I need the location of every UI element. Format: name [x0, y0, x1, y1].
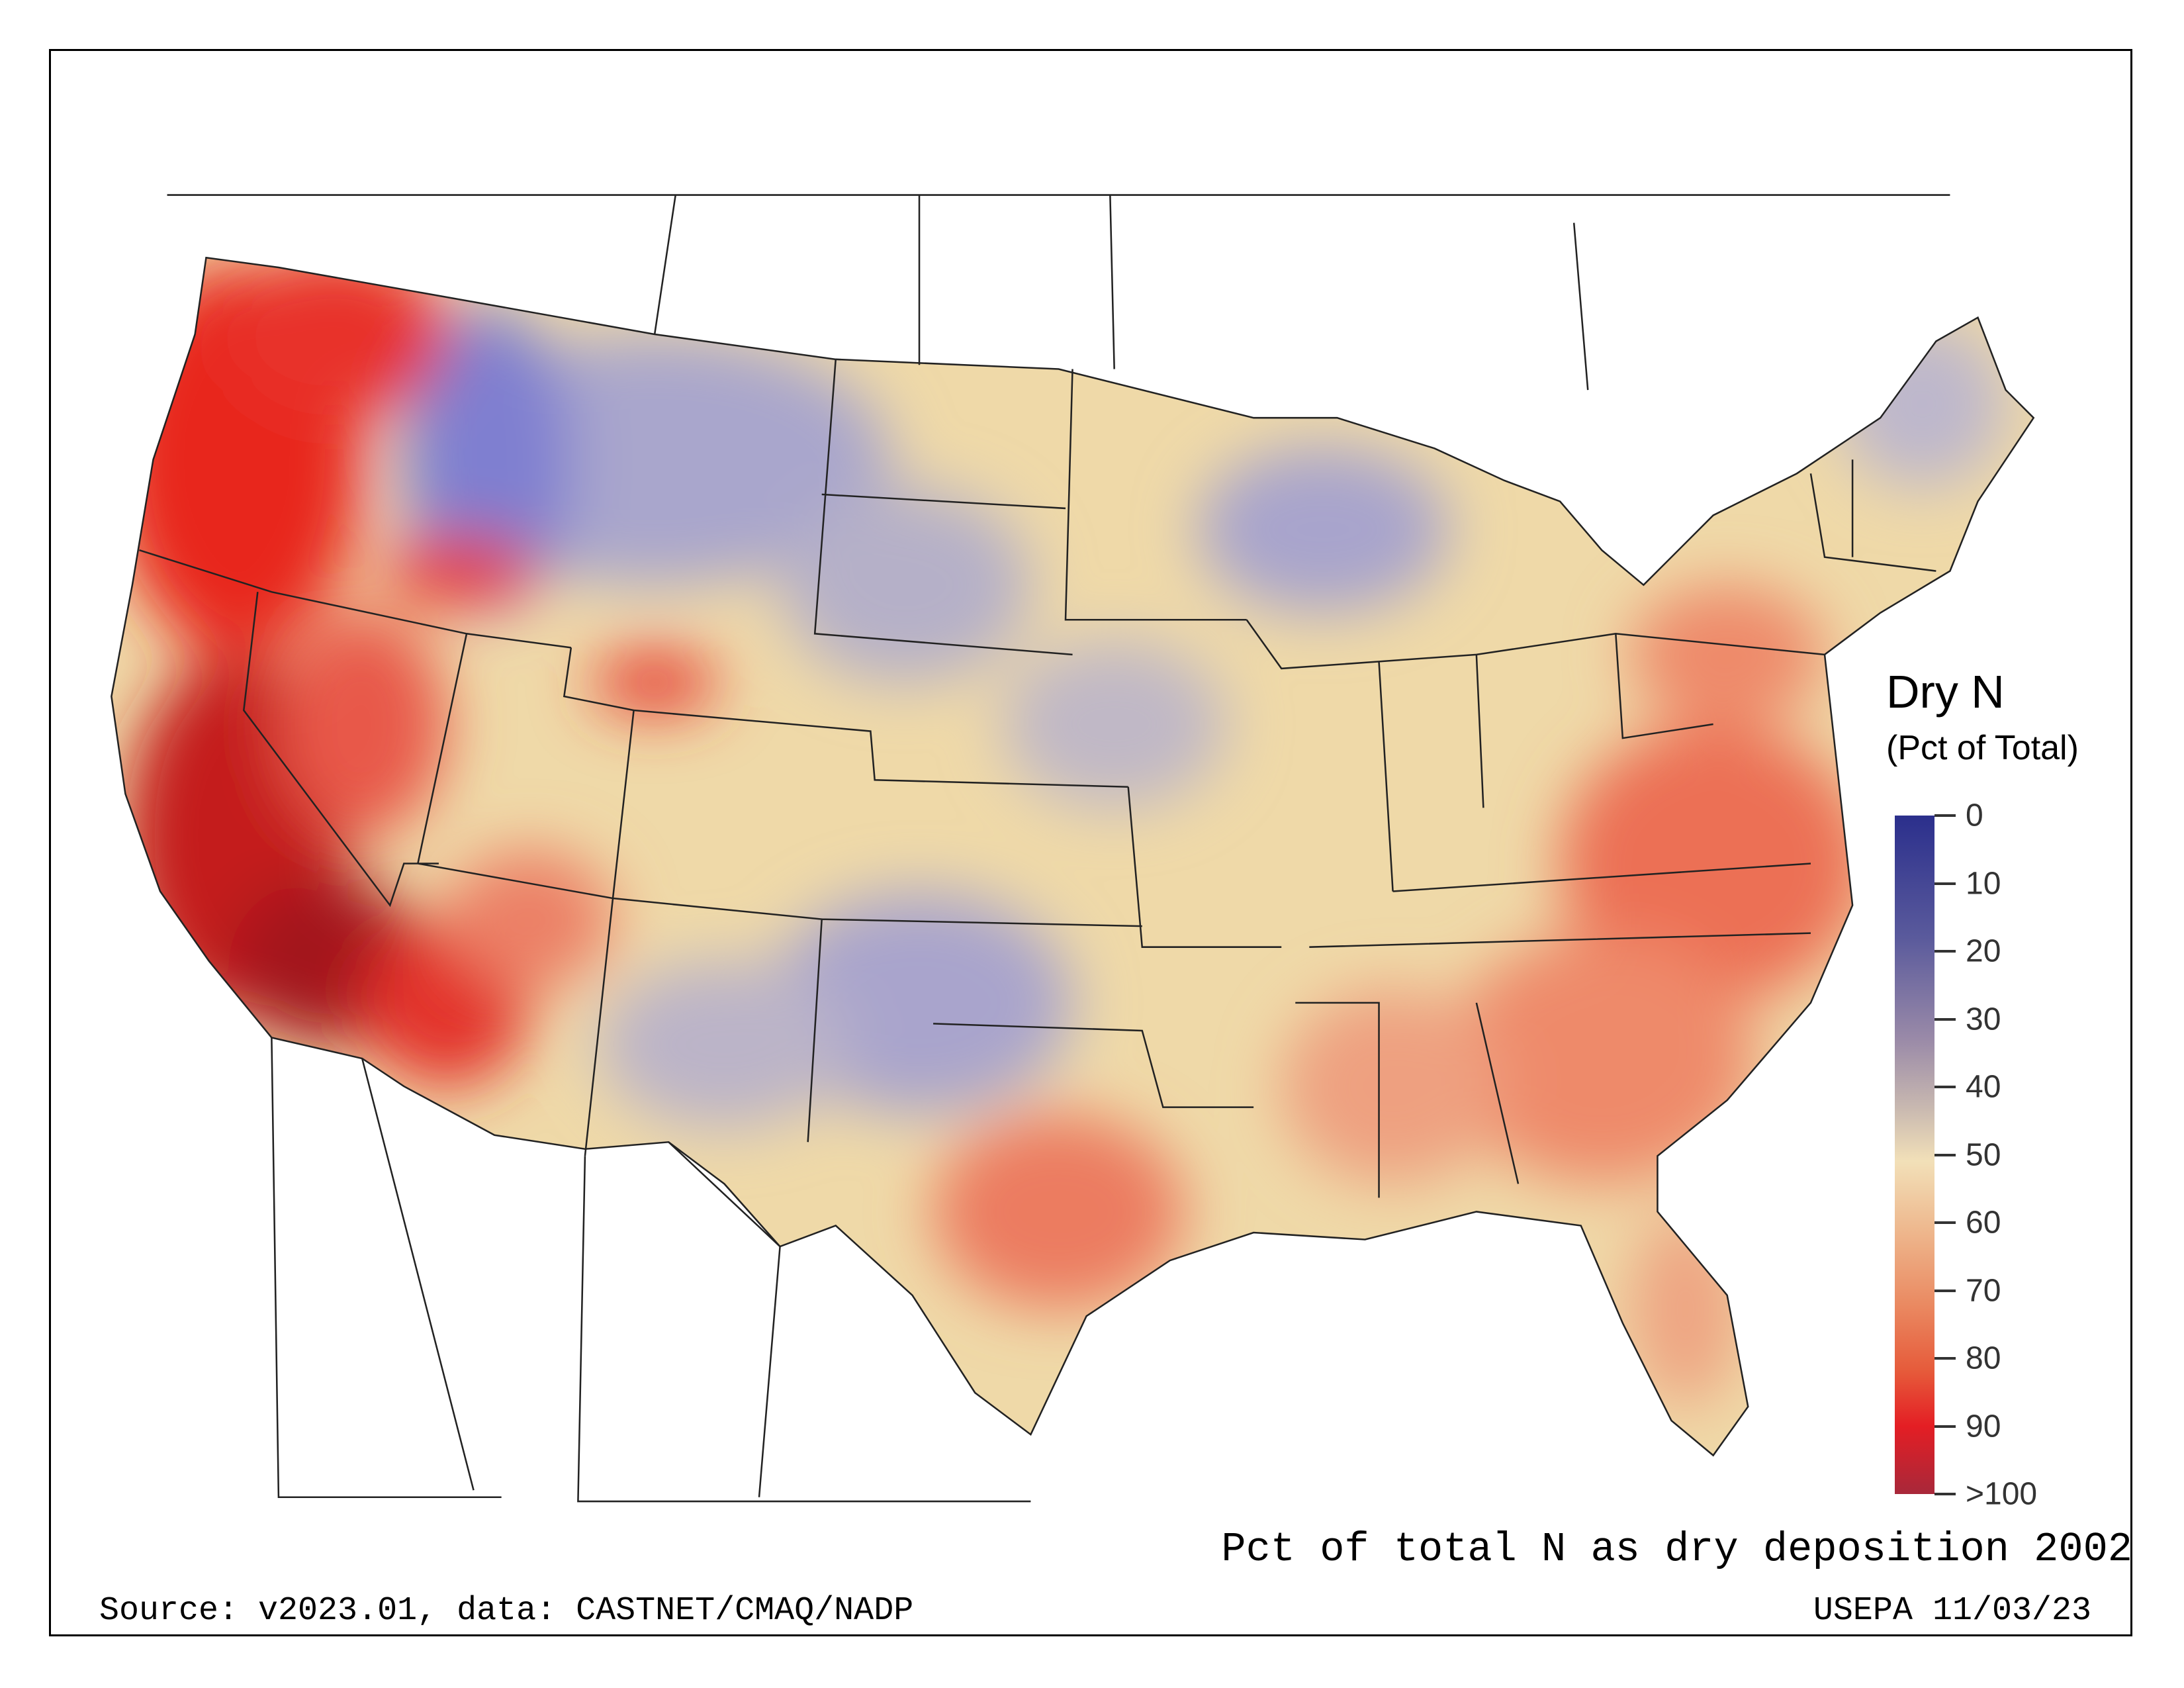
- legend-tick-mark: [1934, 1086, 1956, 1088]
- legend-tick-label: 40: [1966, 1069, 2001, 1105]
- legend-tick-label: 0: [1966, 798, 1983, 833]
- legend-tick-label: 10: [1966, 866, 2001, 901]
- map-title: Pct of total N as dry deposition 2002: [1221, 1526, 2132, 1573]
- legend-title: Dry N: [1886, 666, 2005, 718]
- legend-tick-mark: [1934, 1017, 1956, 1021]
- legend-tick-mark: [1934, 1357, 1956, 1360]
- agency-date-stamp: USEPA 11/03/23: [1813, 1592, 2091, 1630]
- legend-tick-label: 60: [1966, 1205, 2001, 1241]
- legend-tick-mark: [1934, 1493, 1956, 1495]
- source-note: Source: v2023.01, data: CASTNET/CMAQ/NAD…: [99, 1592, 914, 1630]
- legend-tick-label: 20: [1966, 933, 2001, 969]
- legend-tick-label: 70: [1966, 1273, 2001, 1308]
- color-scale-bar: [1895, 816, 1934, 1494]
- legend-tick-label: >100: [1966, 1476, 2038, 1512]
- legend-tick-mark: [1934, 1221, 1956, 1224]
- legend-tick-mark: [1934, 1425, 1956, 1428]
- legend-tick-label: 30: [1966, 1002, 2001, 1037]
- legend-tick-mark: [1934, 950, 1956, 953]
- legend-tick-label: 90: [1966, 1409, 2001, 1444]
- legend-subtitle: (Pct of Total): [1886, 729, 2079, 767]
- legend-tick-label: 50: [1966, 1137, 2001, 1172]
- legend-tick-mark: [1934, 882, 1956, 885]
- legend-tick-mark: [1934, 1289, 1956, 1292]
- state-borders: [111, 194, 2035, 1503]
- legend-tick-mark: [1934, 814, 1956, 817]
- legend-tick-mark: [1934, 1153, 1956, 1156]
- figure-frame: [49, 49, 2132, 1636]
- legend-tick-label: 80: [1966, 1340, 2001, 1376]
